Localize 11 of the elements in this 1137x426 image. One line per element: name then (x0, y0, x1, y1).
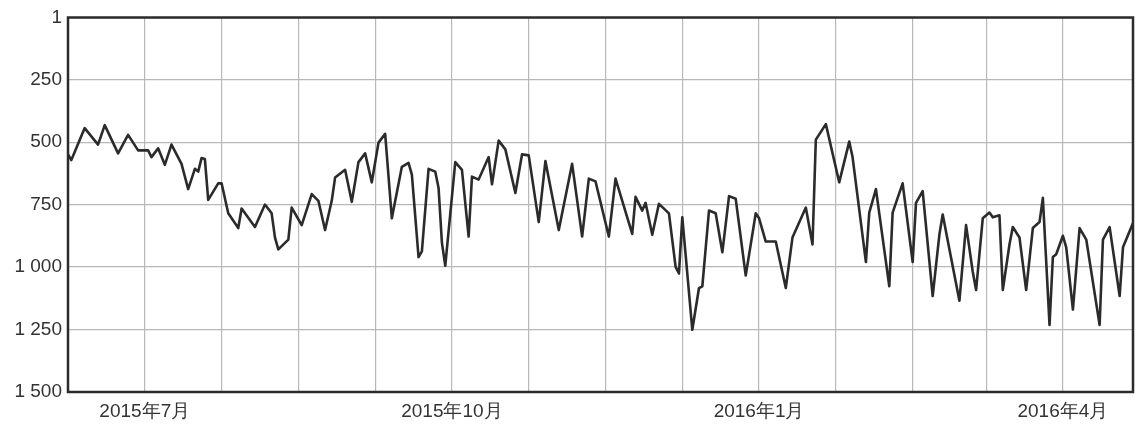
y-tick-label: 1 000 (14, 255, 62, 277)
x-tick-label: 2015年10月 (401, 399, 503, 421)
y-tick-label: 1 (51, 5, 62, 27)
y-tick-label: 500 (30, 130, 62, 152)
x-tick-label: 2016年4月 (1017, 399, 1109, 421)
y-tick-label: 1 250 (14, 317, 62, 339)
y-tick-label: 250 (30, 67, 62, 89)
x-tick-label: 2016年1月 (713, 399, 805, 421)
y-tick-label: 750 (30, 192, 62, 214)
y-tick-label: 1 500 (14, 380, 62, 402)
x-tick-label: 2015年7月 (99, 399, 191, 421)
